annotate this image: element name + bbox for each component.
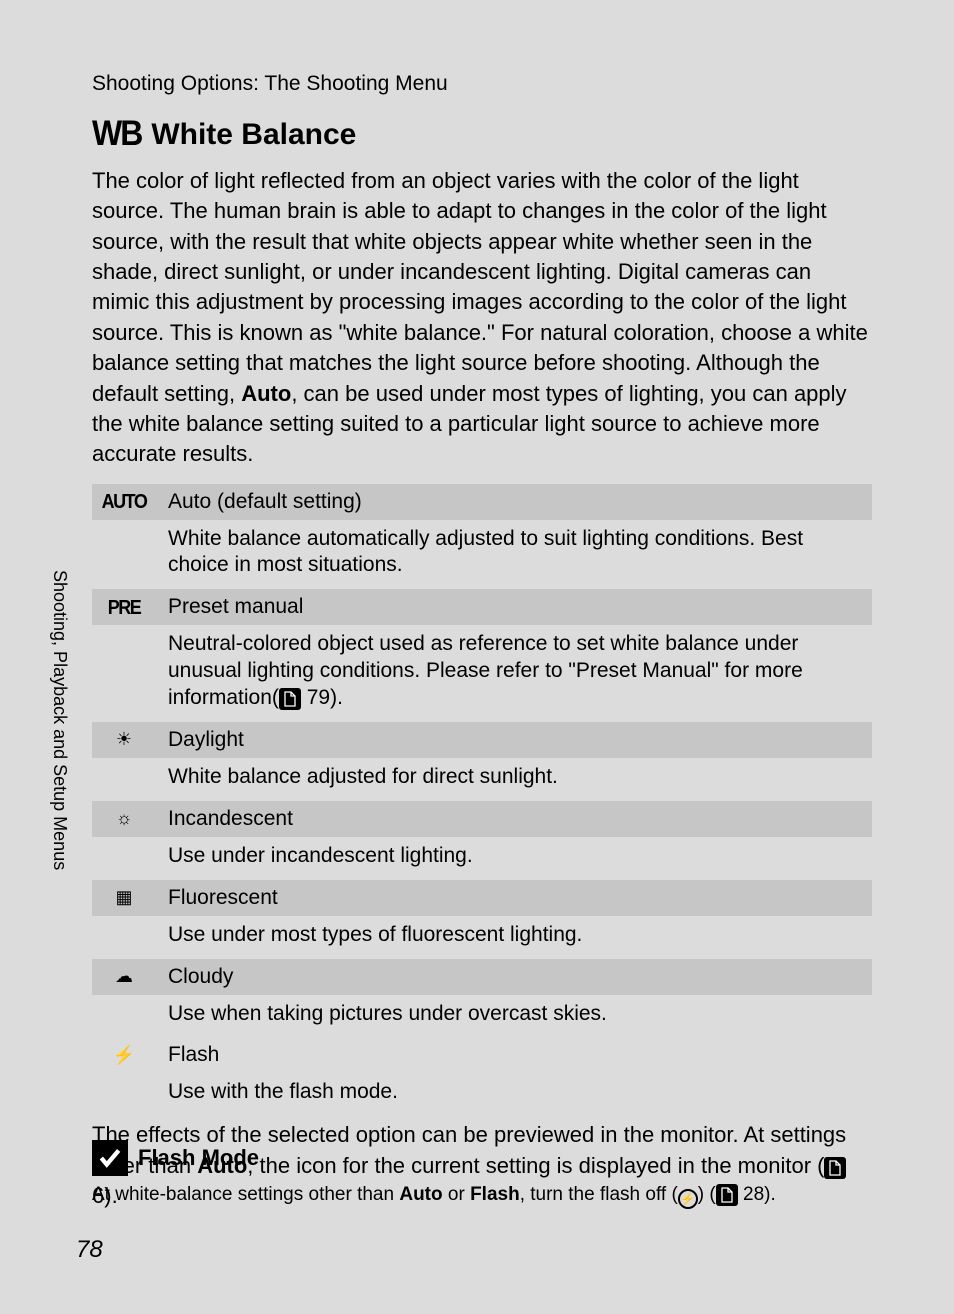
note-d: ).: [764, 1184, 776, 1205]
option-description: Neutral-colored object used as reference…: [92, 625, 872, 722]
note-bold2: Flash: [470, 1184, 520, 1205]
breadcrumb: Shooting Options: The Shooting Menu: [92, 72, 448, 96]
options-table: AUTO Auto (default setting) White balance …: [92, 484, 872, 1117]
option-icon: ☼: [100, 808, 148, 829]
wb-icon: WB: [92, 113, 141, 154]
option-label: Daylight: [168, 728, 244, 752]
option-icon: ⚡: [100, 1045, 148, 1066]
option-icon: PRE: [100, 595, 148, 619]
option-row-header: ☀ Daylight: [92, 722, 872, 758]
option-row-header: ☁ Cloudy: [92, 959, 872, 995]
option-icon: AUTO: [100, 490, 148, 514]
section-title: White Balance: [151, 118, 356, 152]
option-row-header: ⚡ Flash: [92, 1037, 872, 1073]
option-description: White balance automatically adjusted to …: [92, 520, 872, 590]
side-tab: Shooting, Playback and Setup Menus: [0, 550, 70, 930]
note-title: Flash Mode: [138, 1145, 259, 1171]
intro-text-a: The color of light reflected from an obj…: [92, 168, 868, 406]
note-header: Flash Mode: [92, 1140, 872, 1176]
manual-page: Shooting Options: The Shooting Menu Shoo…: [0, 0, 954, 1314]
option-description: Use with the flash mode.: [92, 1073, 872, 1116]
option-label: Flash: [168, 1043, 219, 1067]
page-number: 78: [76, 1236, 103, 1264]
checkmark-icon: [92, 1140, 128, 1176]
option-row-header: ☼ Incandescent: [92, 801, 872, 837]
option-icon: ☁: [100, 966, 148, 987]
page-ref-icon: [716, 1184, 738, 1206]
flash-off-icon: ⚡: [678, 1189, 698, 1209]
option-desc-pre: Neutral-colored object used as reference…: [168, 632, 803, 709]
flash-mode-note: Flash Mode At white-balance settings oth…: [92, 1140, 872, 1209]
option-label: Preset manual: [168, 595, 303, 619]
option-description: Use under incandescent lighting.: [92, 837, 872, 880]
option-desc-post: ).: [330, 686, 343, 709]
option-label: Fluorescent: [168, 886, 278, 910]
intro-paragraph: The color of light reflected from an obj…: [92, 166, 872, 470]
intro-bold: Auto: [241, 381, 291, 406]
option-row-header: ▦ Fluorescent: [92, 880, 872, 916]
main-content: WB White Balance The color of light refl…: [92, 115, 872, 1211]
option-row-header: PRE Preset manual: [92, 589, 872, 625]
option-description: Use under most types of fluorescent ligh…: [92, 916, 872, 959]
side-tab-label: Shooting, Playback and Setup Menus: [49, 570, 70, 870]
note-c: ) (: [698, 1184, 716, 1205]
option-icon: ☀: [100, 729, 148, 750]
note-bold1: Auto: [399, 1184, 442, 1205]
option-description: Use when taking pictures under overcast …: [92, 995, 872, 1038]
option-row-header: AUTO Auto (default setting): [92, 484, 872, 520]
note-ref: 28: [743, 1184, 764, 1205]
option-ref-number: 79: [307, 686, 330, 709]
option-icon: ▦: [100, 887, 148, 908]
page-ref-icon: [279, 688, 301, 710]
option-description: White balance adjusted for direct sunlig…: [92, 758, 872, 801]
note-body: At white-balance settings other than Aut…: [92, 1182, 872, 1209]
note-mid: or: [443, 1184, 470, 1205]
note-b: , turn the flash off (: [520, 1184, 678, 1205]
section-heading: WB White Balance: [92, 115, 872, 152]
option-label: Auto (default setting): [168, 490, 362, 514]
note-a: At white-balance settings other than: [92, 1184, 399, 1205]
option-label: Incandescent: [168, 807, 293, 831]
option-label: Cloudy: [168, 965, 233, 989]
